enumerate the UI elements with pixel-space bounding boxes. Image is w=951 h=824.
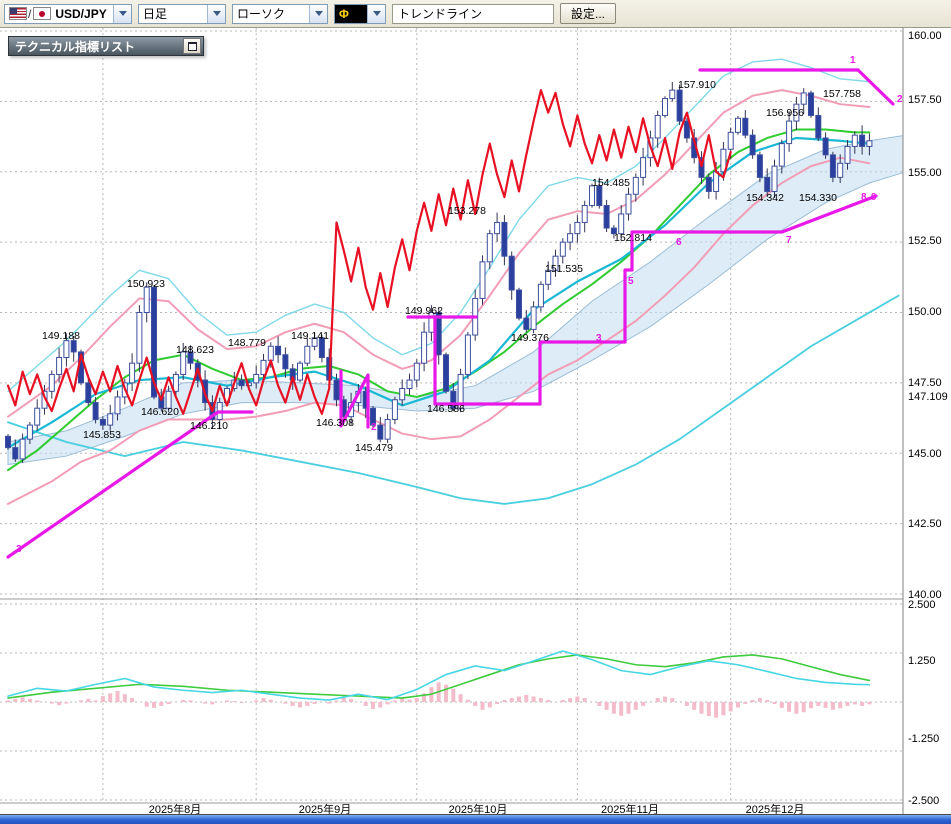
svg-text:3: 3 bbox=[16, 544, 22, 555]
svg-text:148.623: 148.623 bbox=[176, 344, 214, 356]
timeframe-select[interactable]: 日足 bbox=[138, 3, 226, 24]
trendline-step-line[interactable] bbox=[433, 194, 878, 406]
svg-text:3: 3 bbox=[596, 333, 602, 344]
svg-text:146.586: 146.586 bbox=[427, 403, 465, 415]
chevron-down-icon[interactable] bbox=[367, 4, 385, 23]
chart-type-select[interactable]: ローソク bbox=[232, 3, 328, 24]
us-flag-icon bbox=[9, 7, 27, 20]
price-tick: 145.00 bbox=[908, 448, 942, 460]
price-chart[interactable]: 1 2 3 2 3 5 6 7 8 9 157.910 157.758 156.956 154.485 15… bbox=[0, 28, 951, 816]
svg-text:7: 7 bbox=[786, 235, 792, 246]
drawing-tool-name: トレンドライン bbox=[398, 7, 483, 21]
price-tick: 150.00 bbox=[908, 306, 942, 318]
svg-text:146.210: 146.210 bbox=[190, 420, 228, 432]
time-tick: 2025年9月 bbox=[299, 802, 352, 816]
svg-text:150.923: 150.923 bbox=[127, 278, 165, 290]
svg-text:156.956: 156.956 bbox=[766, 107, 804, 119]
svg-text:5: 5 bbox=[628, 276, 634, 287]
toolbar: / USD/JPY 日足 ローソク Φ トレンドライン 設定... bbox=[0, 0, 951, 28]
draw-tool-icon: Φ bbox=[339, 6, 349, 21]
chart-type-label: ローソク bbox=[237, 7, 286, 21]
time-tick: 2025年11月 bbox=[601, 802, 659, 816]
draw-tool-select[interactable]: Φ bbox=[334, 3, 386, 24]
symbol-label: USD/JPY bbox=[55, 6, 107, 21]
price-tick: -1.250 bbox=[908, 733, 939, 745]
time-tick: 2025年10月 bbox=[449, 802, 508, 816]
svg-text:149.962: 149.962 bbox=[405, 305, 443, 317]
price-tick: 147.50 bbox=[908, 377, 942, 389]
svg-text:8: 8 bbox=[861, 192, 867, 203]
timeframe-label: 日足 bbox=[143, 7, 168, 21]
svg-text:146.620: 146.620 bbox=[141, 406, 179, 418]
svg-text:157.758: 157.758 bbox=[823, 88, 861, 100]
restore-window-icon[interactable] bbox=[183, 38, 201, 54]
svg-text:2: 2 bbox=[897, 94, 903, 105]
svg-text:6: 6 bbox=[676, 237, 682, 248]
svg-text:149.188: 149.188 bbox=[42, 330, 80, 342]
svg-text:145.479: 145.479 bbox=[355, 442, 393, 454]
svg-text:146.308: 146.308 bbox=[316, 417, 354, 429]
svg-text:149.141: 149.141 bbox=[291, 330, 329, 342]
price-tick: 157.50 bbox=[908, 94, 942, 106]
svg-text:153.278: 153.278 bbox=[448, 205, 486, 217]
price-tick: 160.00 bbox=[908, 30, 942, 42]
symbol-select[interactable]: / USD/JPY bbox=[4, 3, 132, 24]
chevron-down-icon[interactable] bbox=[309, 4, 327, 23]
horizontal-scrollbar[interactable] bbox=[0, 814, 951, 824]
price-tick: 140.00 bbox=[908, 589, 942, 601]
drawing-tool-name-field[interactable]: トレンドライン bbox=[392, 3, 554, 24]
price-tick: -2.500 bbox=[908, 795, 939, 807]
trendline-uptrend-left[interactable] bbox=[6, 410, 254, 559]
trendline-break-down[interactable] bbox=[856, 68, 895, 106]
jp-flag-icon bbox=[33, 7, 52, 20]
indicator-list-title: テクニカル指標リスト bbox=[15, 39, 136, 54]
svg-text:154.342: 154.342 bbox=[746, 192, 784, 204]
time-tick: 2025年8月 bbox=[149, 802, 202, 816]
svg-text:9: 9 bbox=[871, 192, 877, 203]
svg-text:154.330: 154.330 bbox=[799, 192, 837, 204]
settings-button[interactable]: 設定... bbox=[560, 3, 617, 24]
chevron-down-icon[interactable] bbox=[207, 4, 225, 23]
svg-text:1: 1 bbox=[850, 55, 856, 66]
svg-text:157.910: 157.910 bbox=[678, 79, 716, 91]
price-tick: 2.500 bbox=[908, 599, 936, 611]
price-tick: 1.250 bbox=[908, 655, 936, 667]
price-tick: 155.00 bbox=[908, 167, 942, 179]
svg-text:154.485: 154.485 bbox=[592, 177, 630, 189]
flag-separator: / bbox=[28, 6, 32, 21]
svg-text:2: 2 bbox=[371, 422, 377, 433]
svg-text:148.779: 148.779 bbox=[228, 337, 266, 349]
trendline-zigzag-september[interactable] bbox=[339, 369, 370, 429]
chevron-down-icon[interactable] bbox=[113, 4, 131, 23]
indicator-list-panel-header[interactable]: テクニカル指標リスト bbox=[8, 36, 204, 56]
svg-text:151.535: 151.535 bbox=[545, 263, 583, 275]
price-tick: 147.109 bbox=[908, 391, 948, 403]
time-tick: 2025年12月 bbox=[746, 802, 805, 816]
svg-text:152.814: 152.814 bbox=[614, 232, 652, 244]
price-tick: 152.50 bbox=[908, 235, 942, 247]
price-tick: 142.50 bbox=[908, 518, 942, 530]
svg-text:149.376: 149.376 bbox=[511, 332, 549, 344]
svg-text:145.853: 145.853 bbox=[83, 429, 121, 441]
